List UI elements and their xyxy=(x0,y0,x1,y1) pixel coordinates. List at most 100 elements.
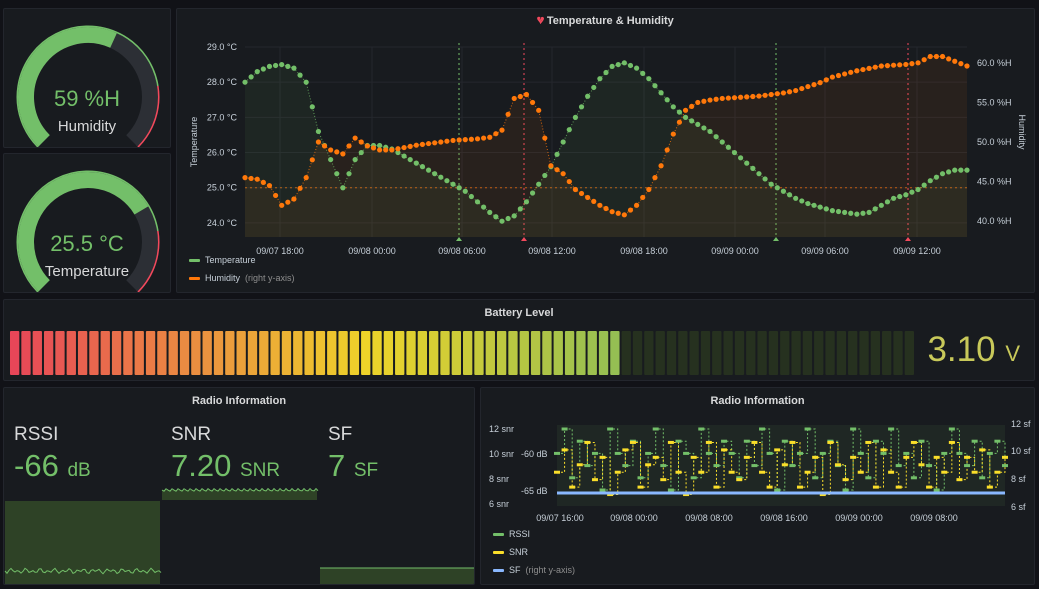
humidity-point xyxy=(658,163,664,169)
battery-panel[interactable]: Battery Level 3.10 V xyxy=(3,299,1035,381)
x-tick-label: 09/09 08:00 xyxy=(910,513,958,523)
battery-segment xyxy=(859,331,869,375)
battery-segment xyxy=(406,331,416,375)
humidity-point xyxy=(505,111,511,117)
annotation-marker xyxy=(773,237,779,241)
temperature-point xyxy=(701,125,707,131)
legend-snr[interactable]: SNR xyxy=(493,547,528,557)
rssi-point xyxy=(979,476,986,480)
humidity-point xyxy=(695,99,701,106)
x-tick-label: 09/07 18:00 xyxy=(256,246,304,254)
sf-value: 7 SF xyxy=(328,448,378,484)
humidity-point xyxy=(328,147,334,153)
rssi-number: -66 xyxy=(14,448,59,483)
battery-segment xyxy=(791,331,801,375)
snr-point xyxy=(941,470,948,474)
legend-sf[interactable]: SF (right y-axis) xyxy=(493,565,575,575)
rssi-point xyxy=(683,451,690,455)
temperature-point xyxy=(909,189,915,195)
temperature-point xyxy=(340,185,346,191)
temperature-point xyxy=(536,181,542,187)
humidity-point xyxy=(774,91,780,97)
humidity-gauge-panel[interactable]: 59 %H Humidity xyxy=(3,8,171,148)
temperature-point xyxy=(260,66,266,72)
temperature-point xyxy=(352,156,358,163)
legend-temperature[interactable]: Temperature xyxy=(189,255,256,265)
battery-segment xyxy=(429,331,439,375)
snr-point xyxy=(554,470,560,474)
temperature-point xyxy=(805,200,811,207)
left-tick-label: 29.0 °C xyxy=(207,42,238,52)
temp-humidity-panel[interactable]: 💔︎ Temperature & Humidity 29.0 °C 28.0 °C… xyxy=(176,8,1035,293)
rssi-point xyxy=(660,464,667,468)
rssi-point xyxy=(637,476,644,480)
rssi-point xyxy=(971,439,978,443)
battery-segment xyxy=(236,331,246,375)
temperature-point xyxy=(946,169,952,175)
temperature-fill xyxy=(18,172,149,292)
rssi-value: -66 dB xyxy=(14,448,91,484)
sf-tick-label: 8 sf xyxy=(1011,474,1026,484)
radio-stats-title: Radio Information xyxy=(191,395,287,407)
temperature-point xyxy=(413,160,419,166)
temperature-point xyxy=(872,206,878,212)
humidity-point xyxy=(682,107,689,113)
legend-humidity[interactable]: Humidity (right y-axis) xyxy=(189,273,295,283)
sf-sparkline-area xyxy=(320,568,474,584)
temperature-point xyxy=(866,209,872,215)
battery-segment xyxy=(372,331,382,375)
humidity-point xyxy=(664,147,670,153)
humidity-point xyxy=(627,207,634,213)
x-tick-label: 09/08 00:00 xyxy=(348,246,396,254)
temperature-point xyxy=(554,151,560,157)
temperature-point xyxy=(842,209,848,215)
temperature-point xyxy=(915,186,921,193)
rssi-point xyxy=(918,439,925,443)
radio-chart-panel[interactable]: Radio Information 12 snr 10 snr 8 snr 6 snr… xyxy=(480,387,1035,585)
humidity-point xyxy=(689,103,695,109)
humidity-point xyxy=(915,60,921,66)
right-tick-label: 55.0 %H xyxy=(977,97,1012,107)
stat-sparklines xyxy=(4,487,474,584)
humidity-point xyxy=(248,175,254,182)
humidity-label: Humidity xyxy=(57,118,117,135)
snr-point xyxy=(850,455,857,459)
panel-title[interactable]: 💔︎ Temperature & Humidity xyxy=(177,15,1034,28)
battery-segment xyxy=(66,331,76,375)
x-tick-label: 09/08 18:00 xyxy=(620,246,668,254)
battery-segment xyxy=(259,331,269,375)
humidity-point xyxy=(315,139,322,145)
battery-segment xyxy=(689,331,699,375)
temperature-gauge-panel[interactable]: 25.5 °C Temperature xyxy=(3,153,171,293)
battery-segment xyxy=(621,331,631,375)
temperature-point xyxy=(242,79,248,85)
rssi-point xyxy=(743,439,750,443)
humidity-point xyxy=(572,186,579,193)
radio-stats-panel[interactable]: Radio Information RSSI -66 dB SNR 7.20 S… xyxy=(3,387,475,585)
temperature-point xyxy=(419,164,426,170)
rssi-point xyxy=(561,427,568,431)
rssi-point xyxy=(796,451,803,455)
battery-segment xyxy=(474,331,484,375)
temperature-point xyxy=(823,206,829,212)
battery-segment xyxy=(191,331,201,375)
legend-rssi[interactable]: RSSI xyxy=(493,529,530,539)
temperature-point xyxy=(334,171,340,177)
temperature-point xyxy=(707,128,713,135)
humidity-point xyxy=(285,199,291,205)
humidity-point xyxy=(529,99,536,106)
legend-sub: (right y-axis) xyxy=(245,273,295,283)
snr-sparkline xyxy=(161,487,319,492)
battery-segment xyxy=(281,331,292,375)
snr-point xyxy=(607,493,614,497)
humidity-point xyxy=(854,68,860,74)
rssi-point xyxy=(728,451,735,455)
humidity-point xyxy=(548,163,554,169)
humidity-point xyxy=(952,58,958,64)
temperature-point xyxy=(829,208,835,214)
rssi-point xyxy=(903,451,910,455)
x-tick-label: 09/09 00:00 xyxy=(711,246,759,254)
battery-number: 3.10 xyxy=(927,330,996,369)
humidity-point xyxy=(425,140,432,147)
snr-point xyxy=(872,485,879,489)
